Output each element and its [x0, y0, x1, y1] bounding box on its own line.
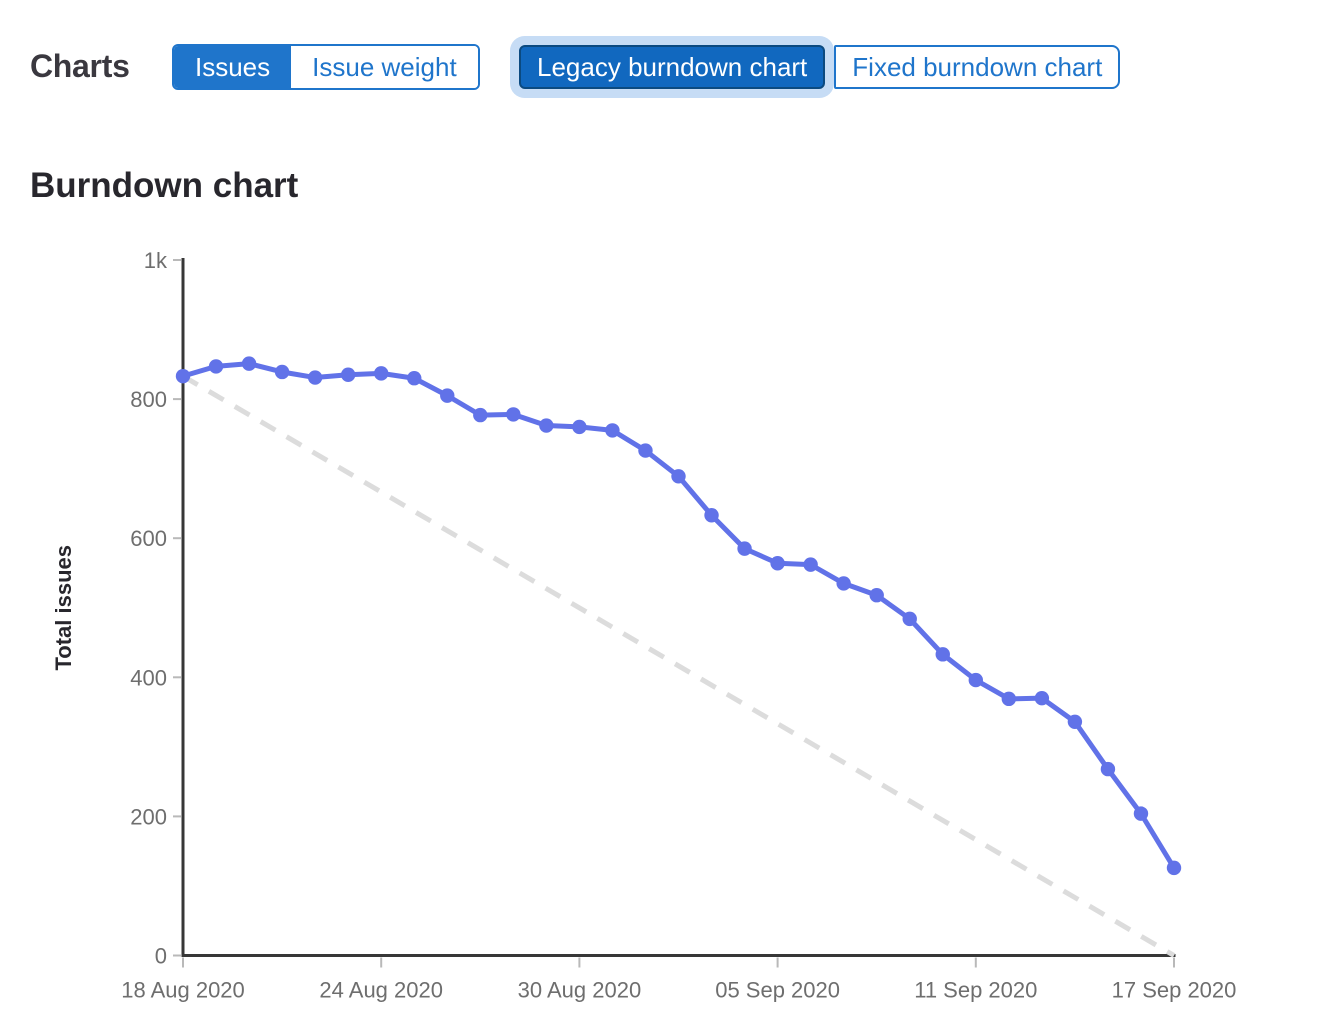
- burndown-chart-svg: 0 200 400 600 800 1k 18 Aug 2020 24 Aug 2020 30 …: [51, 248, 1237, 1003]
- burndown-data-point[interactable]: [340, 367, 356, 382]
- x-tick-label: 30 Aug 2020: [518, 978, 642, 1003]
- burndown-data-point[interactable]: [836, 576, 851, 591]
- burndown-data-point[interactable]: [902, 611, 917, 627]
- x-tick-label: 11 Sep 2020: [914, 978, 1037, 1003]
- y-tick-label: 800: [130, 387, 167, 412]
- burndown-data-point[interactable]: [869, 588, 884, 603]
- ideal-burndown-guideline: [181, 373, 1176, 958]
- burndown-data-point[interactable]: [968, 672, 983, 688]
- burndown-data-point[interactable]: [638, 443, 653, 458]
- burndown-data-point[interactable]: [770, 556, 785, 571]
- fixed-burndown-chart-button[interactable]: Fixed burndown chart: [834, 45, 1121, 89]
- burndown-data-point[interactable]: [1001, 691, 1017, 707]
- x-tick-label: 17 Sep 2020: [1112, 978, 1237, 1003]
- burndown-data-point[interactable]: [572, 419, 587, 435]
- burndown-data-point[interactable]: [407, 371, 422, 386]
- burndown-data-point[interactable]: [208, 359, 224, 374]
- y-tick-label: 600: [130, 526, 167, 551]
- burndown-data-point[interactable]: [506, 407, 521, 422]
- burndown-data-point[interactable]: [1133, 806, 1149, 821]
- burndown-data-point[interactable]: [671, 469, 686, 484]
- burndown-data-point[interactable]: [1100, 761, 1116, 777]
- legacy-burndown-chart-button[interactable]: Legacy burndown chart: [519, 45, 826, 89]
- page-title: Burndown chart: [30, 166, 299, 205]
- y-tick-label: 400: [130, 665, 167, 690]
- burndown-data-point[interactable]: [274, 364, 290, 380]
- y-tick-label: 1k: [144, 248, 168, 273]
- burndown-data-point[interactable]: [1067, 714, 1083, 730]
- burndown-series-line: [180, 361, 1177, 871]
- burndown-data-point[interactable]: [539, 418, 554, 433]
- x-tick-label: 05 Sep 2020: [715, 978, 840, 1003]
- y-tick-label: 200: [130, 804, 167, 829]
- burndown-data-point[interactable]: [440, 388, 455, 403]
- burndown-data-point[interactable]: [473, 407, 488, 423]
- burndown-data-point[interactable]: [935, 647, 950, 662]
- toggle-issues-button[interactable]: Issues: [174, 46, 292, 88]
- burndown-data-point[interactable]: [1166, 860, 1182, 876]
- burndown-data-point[interactable]: [241, 356, 257, 371]
- burndown-data-point[interactable]: [803, 557, 818, 572]
- charts-label: Charts: [30, 48, 130, 84]
- x-tick-label: 18 Aug 2020: [121, 978, 245, 1003]
- burndown-data-point[interactable]: [704, 508, 719, 523]
- burndown-data-point[interactable]: [175, 368, 191, 384]
- burndown-data-point[interactable]: [737, 541, 752, 556]
- burndown-data-point[interactable]: [605, 423, 620, 438]
- y-axis-title: Total issues: [51, 545, 76, 671]
- burndown-data-point[interactable]: [1034, 690, 1050, 706]
- metric-toggle-group: Issues Issue weight: [172, 44, 480, 90]
- y-tick-label: 0: [155, 944, 167, 969]
- x-tick-label: 24 Aug 2020: [319, 978, 443, 1003]
- chart-type-toggle-group: Legacy burndown chart Fixed burndown cha…: [519, 45, 1121, 89]
- burndown-data-point[interactable]: [374, 366, 389, 381]
- toggle-issue-weight-button[interactable]: Issue weight: [291, 46, 478, 88]
- burndown-data-point[interactable]: [307, 370, 323, 385]
- burndown-chart: 0 200 400 600 800 1k 18 Aug 2020 24 Aug 2020 30 …: [0, 225, 1326, 1025]
